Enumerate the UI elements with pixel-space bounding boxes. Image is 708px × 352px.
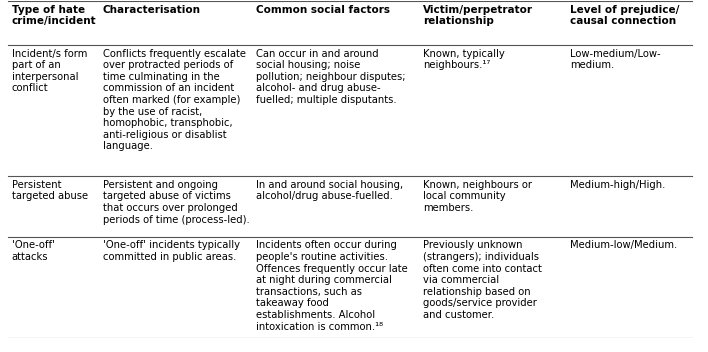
Text: Victim/perpetrator
relationship: Victim/perpetrator relationship xyxy=(423,5,533,26)
Text: Conflicts frequently escalate
over protracted periods of
time culminating in the: Conflicts frequently escalate over protr… xyxy=(103,49,246,151)
Text: Known, neighbours or
local community
members.: Known, neighbours or local community mem… xyxy=(423,180,532,213)
Text: Common social factors: Common social factors xyxy=(256,5,390,15)
Text: 'One-off' incidents typically
committed in public areas.: 'One-off' incidents typically committed … xyxy=(103,240,239,262)
Text: Incidents often occur during
people's routine activities.
Offences frequently oc: Incidents often occur during people's ro… xyxy=(256,240,408,332)
Text: Previously unknown
(strangers); individuals
often come into contact
via commerci: Previously unknown (strangers); individu… xyxy=(423,240,542,320)
Text: Medium-high/High.: Medium-high/High. xyxy=(570,180,665,190)
Text: Persistent
targeted abuse: Persistent targeted abuse xyxy=(12,180,88,201)
Text: Persistent and ongoing
targeted abuse of victims
that occurs over prolonged
peri: Persistent and ongoing targeted abuse of… xyxy=(103,180,249,225)
Text: Can occur in and around
social housing; noise
pollution; neighbour disputes;
alc: Can occur in and around social housing; … xyxy=(256,49,406,105)
Text: In and around social housing,
alcohol/drug abuse-fuelled.: In and around social housing, alcohol/dr… xyxy=(256,180,403,201)
Text: Level of prejudice/
causal connection: Level of prejudice/ causal connection xyxy=(570,5,679,26)
Text: 'One-off'
attacks: 'One-off' attacks xyxy=(12,240,55,262)
Text: Characterisation: Characterisation xyxy=(103,5,200,15)
Text: Type of hate
crime/incident: Type of hate crime/incident xyxy=(12,5,96,26)
Text: Known, typically
neighbours.¹⁷: Known, typically neighbours.¹⁷ xyxy=(423,49,505,70)
Text: Low-medium/Low-
medium.: Low-medium/Low- medium. xyxy=(570,49,661,70)
Text: Medium-low/Medium.: Medium-low/Medium. xyxy=(570,240,677,250)
Text: Incident/s form
part of an
interpersonal
conflict: Incident/s form part of an interpersonal… xyxy=(12,49,87,93)
